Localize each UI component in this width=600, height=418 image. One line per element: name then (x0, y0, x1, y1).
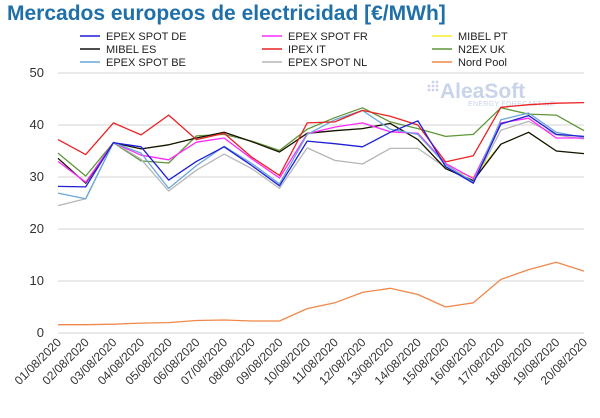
series-line-ipex-it (57, 101, 585, 177)
series-line-n2ex-uk (57, 107, 585, 177)
chart-title: Mercados europeos de electricidad [€/MWh… (7, 2, 446, 25)
series-line-mibel-es (57, 122, 585, 184)
series-line-nord-pool (58, 261, 585, 326)
y-tick-label: 0 (37, 325, 44, 340)
watermark-tagline: ENERGY FORECASTING (468, 101, 555, 108)
legend-label: N2EX UK (458, 44, 506, 56)
watermark-dot (435, 84, 439, 88)
y-tick-label: 20 (30, 221, 44, 236)
y-tick-label: 30 (30, 169, 44, 184)
series-line-epex-spot-nl (57, 120, 585, 207)
series-line-epex-spot-de (57, 114, 585, 188)
legend-label: Nord Pool (458, 57, 507, 69)
legend-label: IPEX IT (288, 44, 326, 56)
series-layer (57, 101, 585, 326)
legend-label: EPEX SPOT NL (288, 57, 367, 69)
series-line-epex-spot-be (57, 109, 585, 200)
dot-grid-icon (427, 80, 439, 92)
watermark-dot (431, 80, 435, 84)
watermark-dot (435, 88, 439, 92)
legend-label: EPEX SPOT DE (106, 31, 187, 43)
legend-label: MIBEL ES (106, 44, 156, 56)
y-tick-label: 10 (30, 273, 44, 288)
legend-label: EPEX SPOT BE (106, 57, 186, 69)
watermark-dot (435, 80, 439, 84)
y-axis: 0 10 20 30 40 50 (30, 65, 44, 340)
grid (58, 72, 584, 334)
watermark-dot (427, 84, 431, 88)
y-tick-label: 50 (30, 65, 44, 80)
watermark-brand: AleaSoft (440, 80, 525, 103)
legend-label: MIBEL PT (458, 31, 508, 43)
series-line-epex-spot-fr (57, 117, 584, 183)
y-tick-label: 40 (30, 117, 44, 132)
watermark: AleaSoft ENERGY FORECASTING (427, 80, 555, 108)
watermark-dot (431, 88, 435, 92)
legend-label: EPEX SPOT FR (288, 31, 368, 43)
watermark-dot (427, 88, 431, 92)
x-axis: 01/08/202002/08/202003/08/202004/08/2020… (12, 335, 591, 388)
watermark-dot (431, 84, 435, 88)
